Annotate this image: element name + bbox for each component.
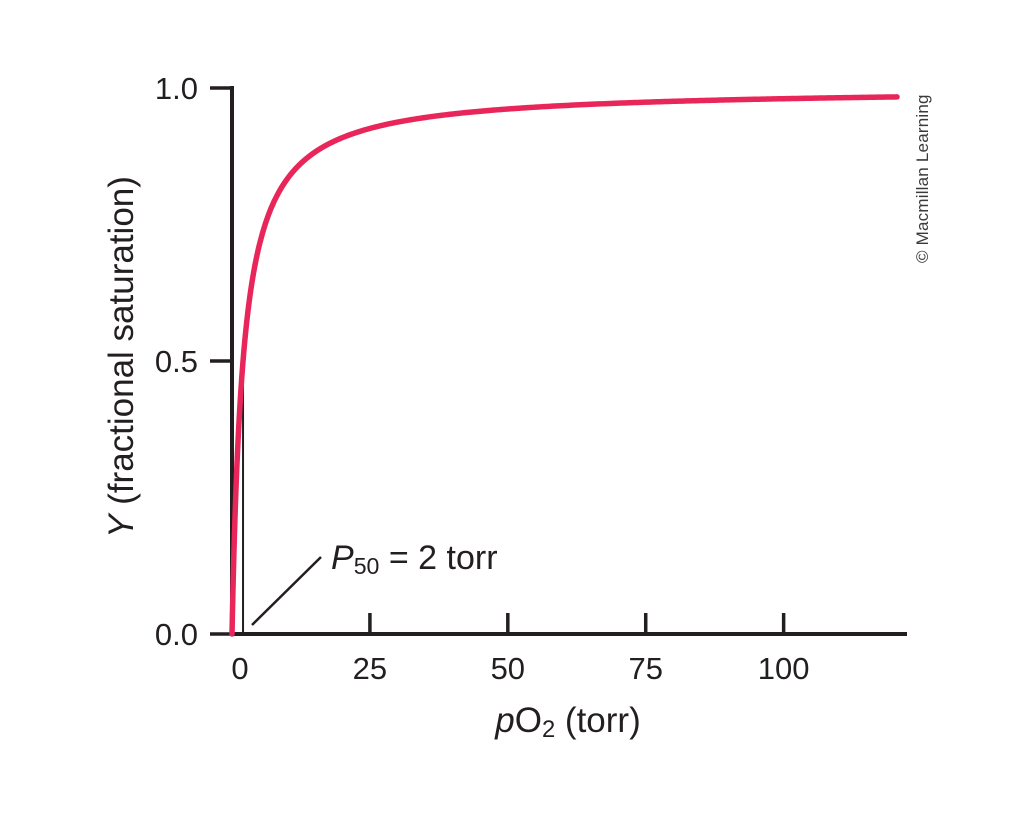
x-axis-title: pO2 (torr): [495, 701, 641, 744]
y-axis-title: Y (fractional saturation): [102, 176, 142, 538]
y-tick-label: 0.5: [155, 344, 198, 379]
y-tick-label: 1.0: [155, 71, 198, 106]
x-axis-title-element: O: [514, 701, 542, 740]
x-axis-title-variable: p: [495, 701, 515, 740]
x-axis-title-subscript: 2: [541, 716, 556, 744]
x-axis-title-unit: (torr): [555, 701, 641, 740]
y-axis-title-text: (fractional saturation): [102, 176, 141, 515]
p50-annotation-variable: P: [331, 539, 354, 577]
p50-annotation-value: = 2 torr: [379, 539, 498, 577]
binding-curve: [229, 94, 900, 637]
x-tick-label: 100: [758, 651, 810, 686]
x-tick-label: 75: [628, 651, 662, 686]
x-tick-label: 25: [353, 651, 387, 686]
y-tick-label: 0.0: [155, 617, 198, 652]
annotation-leader-line: [251, 556, 322, 626]
y-axis-title-variable: Y: [102, 514, 141, 538]
p50-annotation-label: P50 = 2 torr: [331, 539, 498, 580]
p50-annotation-subscript: 50: [353, 553, 380, 580]
x-tick-label: 50: [491, 651, 525, 686]
x-tick-label: 0: [231, 651, 248, 686]
copyright-credit: © Macmillan Learning: [913, 94, 932, 263]
